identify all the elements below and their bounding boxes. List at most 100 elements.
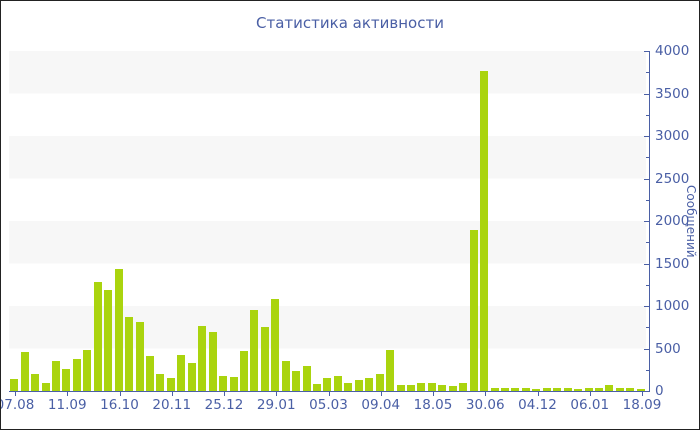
x-tick: [537, 392, 539, 396]
y-tick-minor: [646, 157, 650, 159]
x-tick-label: 06.01: [570, 397, 610, 413]
bar: [156, 374, 165, 391]
bar: [626, 388, 635, 391]
bar: [375, 374, 384, 391]
bar: [323, 378, 332, 391]
bar: [166, 378, 175, 391]
bar: [563, 388, 572, 391]
bar: [615, 388, 624, 391]
x-tick-label: 30.06: [465, 397, 505, 413]
y-tick-label: 0: [655, 383, 664, 399]
bar: [427, 382, 436, 391]
x-tick-label: 05.03: [309, 397, 348, 413]
bar: [532, 388, 541, 391]
bar: [219, 376, 228, 391]
x-tick-label: 18.05: [413, 397, 453, 413]
bar: [104, 289, 113, 391]
x-tick-label: 20.11: [152, 397, 192, 413]
x-tick: [119, 392, 121, 396]
x-tick-label: 25.12: [204, 397, 244, 413]
y-tick-label: 3500: [655, 85, 690, 102]
bar: [271, 299, 280, 391]
bar: [145, 356, 154, 391]
bar: [31, 374, 40, 391]
x-tick: [15, 392, 16, 396]
y-tick-major: [644, 93, 650, 95]
bar: [553, 388, 562, 391]
x-tick: [642, 392, 643, 396]
bar: [354, 380, 363, 391]
bar: [239, 351, 248, 391]
bar: [407, 385, 416, 391]
bar: [490, 387, 499, 391]
chart-title: Статистика активности: [256, 14, 444, 32]
x-tick: [171, 392, 173, 396]
bar: [417, 383, 426, 391]
bar: [365, 377, 374, 391]
bar: [542, 388, 551, 391]
bar: [41, 382, 50, 391]
x-tick-label: 07.08: [1, 397, 35, 413]
y-tick-label: 4000: [655, 43, 690, 59]
x-axis-line: [9, 391, 650, 392]
bar: [396, 385, 405, 391]
y-tick-minor: [646, 72, 650, 74]
bar: [386, 350, 395, 391]
y-tick-minor: [646, 199, 650, 201]
x-tick-label: 29.01: [256, 397, 296, 413]
bar: [636, 388, 645, 391]
bar: [292, 371, 301, 391]
y-tick-major: [644, 51, 650, 52]
bar: [135, 322, 144, 391]
x-tick: [589, 392, 591, 396]
y-tick-label: 1000: [655, 298, 690, 314]
x-tick-label: 18.09: [622, 397, 662, 413]
bar: [333, 376, 342, 391]
x-tick-label: 09.04: [361, 397, 401, 413]
x-tick: [67, 392, 69, 396]
bar: [521, 388, 530, 391]
bar: [574, 388, 583, 391]
x-tick: [485, 392, 487, 396]
y-tick-minor: [646, 327, 650, 329]
y-tick-major: [644, 178, 650, 180]
bar: [260, 327, 269, 391]
bar: [469, 229, 478, 391]
bar: [177, 355, 186, 391]
y-tick-minor: [646, 114, 650, 116]
y-tick-major: [644, 221, 650, 222]
bar: [594, 388, 603, 391]
x-tick: [433, 392, 434, 396]
y-tick-major: [644, 136, 650, 137]
x-tick: [224, 392, 225, 396]
bar: [51, 361, 60, 391]
x-tick: [380, 392, 382, 396]
bar: [302, 365, 311, 391]
bar: [511, 388, 520, 391]
y-tick-label: 2000: [655, 213, 690, 229]
y-tick-minor: [646, 284, 650, 286]
bar: [198, 325, 207, 391]
bar: [459, 382, 468, 391]
bar: [344, 382, 353, 391]
y-tick-label: 2500: [655, 170, 690, 187]
bar: [20, 351, 29, 391]
y-tick-major: [644, 348, 650, 350]
bar: [584, 388, 593, 391]
y-tick-label: 500: [655, 340, 681, 357]
bar: [229, 376, 238, 391]
bar: [93, 282, 102, 391]
y-tick-major: [644, 306, 650, 307]
plot-area: [9, 51, 646, 391]
bar: [10, 379, 19, 391]
bar: [83, 350, 92, 391]
bar: [187, 362, 196, 391]
y-axis-title: Сообщений: [684, 185, 698, 258]
bar: [125, 317, 134, 391]
bar: [438, 384, 447, 391]
bar: [62, 368, 71, 391]
bar: [72, 358, 81, 391]
x-tick: [328, 392, 330, 396]
bar: [281, 361, 290, 391]
